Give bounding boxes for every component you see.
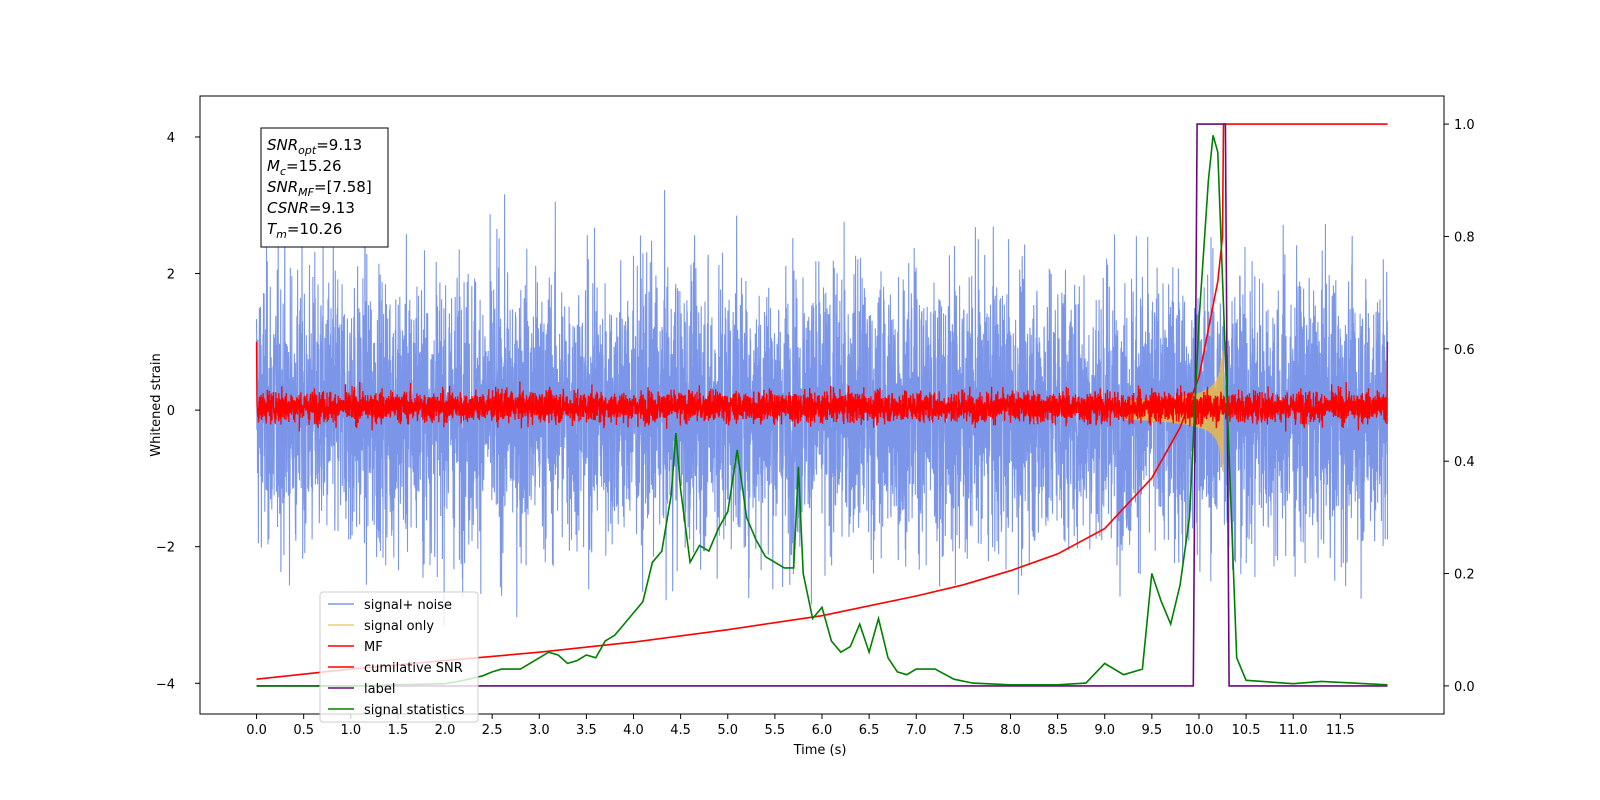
x-tick-label: 9.0 [1094,723,1115,738]
legend-entry: cumilative SNR [364,661,463,676]
x-tick-label: 2.5 [482,723,503,738]
y-right-tick-label: 0.0 [1454,680,1475,695]
x-tick-label: 3.0 [529,723,550,738]
x-tick-label: 7.5 [953,723,974,738]
annotation-line: SNRopt=9.13 [267,136,362,157]
annotation-line: Tm=10.26 [267,220,342,241]
y-right-tick-label: 0.6 [1454,343,1475,358]
x-tick-label: 0.5 [293,723,314,738]
series-signal-statistics [256,135,1388,687]
x-tick-label: 5.0 [717,723,738,738]
x-tick-label: 6.0 [812,723,833,738]
series-mf [255,341,1389,432]
series-cumilative-snr [256,123,1388,680]
x-axis-ticks: 0.0 0.5 1.0 1.5 2.0 2.5 3.0 3.5 4.0 4.5 5.0 5.5 6.0 6… [246,714,1355,738]
x-tick-label: 1.5 [388,723,409,738]
x-tick-label: 0.0 [246,723,267,738]
legend-entry: label [364,682,395,697]
y-axis-left-ticks: −4 −2 0 2 4 [156,131,200,692]
legend-entry: signal statistics [364,703,465,718]
x-tick-label: 3.5 [576,723,597,738]
x-tick-label: 10.0 [1184,723,1213,738]
series-label [256,123,1388,687]
x-tick-label: 4.5 [670,723,691,738]
y-tick-label: −4 [156,677,175,692]
x-axis-label: Time (s) [793,743,847,758]
y-tick-label: −2 [156,541,175,556]
legend-entry: signal only [364,619,434,634]
y-axis-label: Whitened strain [149,353,164,456]
x-tick-label: 6.5 [859,723,880,738]
x-tick-label: 8.5 [1047,723,1068,738]
annotation-box: SNRopt=9.13Mc=15.26SNRMF=[7.58]CSNR=9.13… [260,127,389,248]
x-tick-label: 11.0 [1279,723,1308,738]
series-layer [255,123,1389,687]
x-tick-label: 11.5 [1326,723,1355,738]
annotation-line: Mc=15.26 [267,157,342,178]
y-right-tick-label: 0.2 [1454,568,1475,583]
legend-entry: signal+ noise [364,598,452,613]
x-tick-label: 5.5 [765,723,786,738]
y-tick-label: 2 [167,268,175,283]
legend: signal+ noise signal only MF cumilative SNR… [319,591,479,723]
y-tick-label: 4 [167,131,175,146]
x-tick-label: 2.0 [435,723,456,738]
legend-frame [319,591,479,723]
x-tick-label: 7.0 [906,723,927,738]
series-signal-noise [255,189,1389,628]
y-right-tick-label: 0.4 [1454,455,1475,470]
x-tick-label: 9.5 [1142,723,1163,738]
x-tick-label: 1.0 [340,723,361,738]
legend-entry: MF [364,640,383,655]
x-tick-label: 10.5 [1232,723,1261,738]
annotation-line: CSNR=9.13 [267,199,355,217]
annotation-frame [260,127,389,248]
y-axis-right-ticks: 0.0 0.2 0.4 0.6 0.8 1.0 [1444,118,1475,695]
x-tick-label: 8.0 [1000,723,1021,738]
y-right-tick-label: 1.0 [1454,118,1475,133]
x-tick-label: 4.0 [623,723,644,738]
y-tick-label: 0 [167,404,175,419]
y-right-tick-label: 0.8 [1454,230,1475,245]
annotation-line: SNRMF=[7.58] [267,178,372,199]
